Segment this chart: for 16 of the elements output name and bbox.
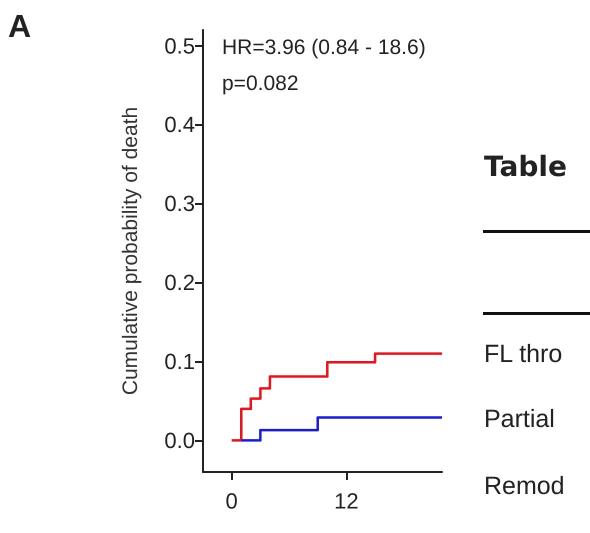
annotation: HR=3.96 (0.84 - 18.6): [222, 36, 426, 60]
y-axis-title: Cumulative probability of death: [119, 106, 142, 396]
y-tick-label: 0.0: [164, 428, 195, 453]
text: A: [8, 8, 32, 45]
y-tick-label: 0.4: [164, 112, 195, 138]
y-tick-label: 0.1: [164, 349, 195, 374]
annotation: p=0.082: [222, 72, 298, 96]
y-tick-label: 0.2: [164, 270, 195, 296]
y-tick-label: 0.5: [164, 33, 195, 58]
y-tick-label: 0.3: [164, 191, 195, 216]
text: FL thro: [484, 340, 562, 369]
text: Table: [484, 150, 568, 183]
text: Partial: [484, 405, 555, 434]
text: Remod: [484, 472, 565, 501]
x-tick-label: 12: [334, 488, 359, 514]
x-tick-label: 0: [226, 488, 238, 514]
